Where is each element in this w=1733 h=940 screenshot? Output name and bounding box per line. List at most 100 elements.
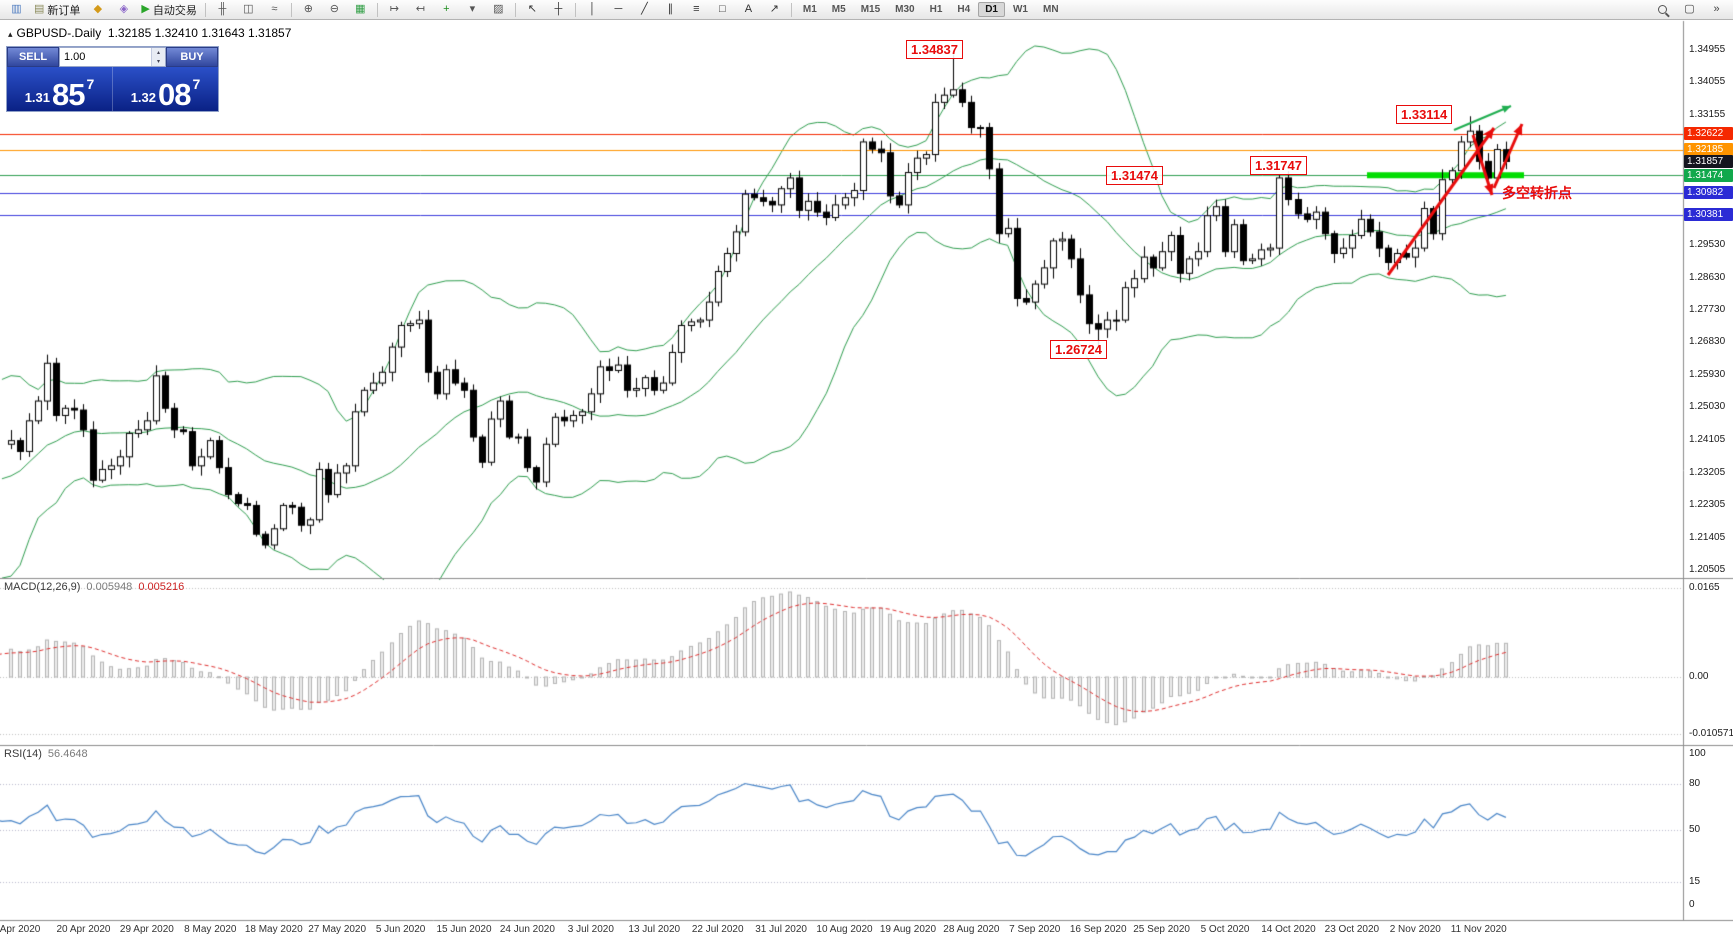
channel-icon: ∥: [667, 3, 674, 15]
window-list-button[interactable]: ▢: [1677, 0, 1702, 19]
timeframe-h4-button[interactable]: H4: [957, 4, 971, 15]
chart-shift-icon: ↤: [415, 3, 425, 15]
collapse-icon[interactable]: ▴: [8, 29, 13, 39]
horizontal-line-button[interactable]: ─: [606, 0, 631, 19]
zoom-in-button[interactable]: ⊕: [296, 0, 321, 19]
timeframe-m5-button[interactable]: M5: [831, 4, 846, 15]
timeframe-m30-button[interactable]: M30: [895, 4, 915, 15]
fibonacci-button[interactable]: ≡: [684, 0, 709, 19]
metaeditor-button[interactable]: ◈: [111, 0, 136, 19]
volume-box: ▴ ▾: [59, 47, 166, 67]
candlestick-mode-icon: ◫: [243, 3, 254, 15]
chart-symbol-label: ▴ GBPUSD-.Daily 1.32185 1.32410 1.31643 1…: [8, 26, 291, 40]
ask-small: 1.32: [130, 90, 157, 105]
timeframe-d1-button[interactable]: D1: [978, 2, 1005, 17]
cursor-button[interactable]: ↖: [520, 0, 545, 19]
periods-dropdown-button[interactable]: ▾: [460, 0, 485, 19]
toolbar-separator: [574, 2, 576, 17]
text-icon: A: [744, 3, 753, 15]
text-button[interactable]: A: [736, 0, 761, 19]
bar-chart-mode-icon: ╫: [218, 3, 227, 15]
timeframe-mn-button[interactable]: MN: [1042, 4, 1059, 15]
volume-up-button[interactable]: ▴: [152, 48, 165, 57]
crosshair-button[interactable]: ┼: [546, 0, 571, 19]
autotrading-button[interactable]: ▶ 自动交易: [137, 0, 200, 19]
buy-button[interactable]: BUY: [166, 47, 218, 67]
zoom-out-button[interactable]: ⊖: [322, 0, 347, 19]
marketwatch-icon: ◆: [93, 3, 103, 15]
ask-big: 08: [158, 76, 191, 112]
volume-input[interactable]: [60, 48, 151, 66]
shapes-icon: □: [719, 3, 726, 15]
arrows-button[interactable]: ↗: [762, 0, 787, 19]
volume-down-button[interactable]: ▾: [152, 57, 165, 66]
trendline-button[interactable]: ╱: [632, 0, 657, 19]
shapes-button[interactable]: □: [710, 0, 735, 19]
zoom-in-icon: ⊕: [303, 3, 313, 15]
toolbar-right-group: ▢»: [1650, 0, 1729, 19]
indicators-icon: +: [443, 3, 450, 15]
bid-sup: 7: [86, 76, 95, 92]
toolbar-separator: [204, 2, 206, 17]
macd-value-main: 0.005948: [86, 581, 133, 593]
toolbar-more-icon: »: [1713, 3, 1720, 15]
auto-scroll-icon: ↦: [389, 3, 399, 15]
auto-scroll-button[interactable]: ↦: [382, 0, 407, 19]
zoom-out-icon: ⊖: [329, 3, 339, 15]
toolbar-separator: [514, 2, 516, 17]
macd-value-signal: 0.005216: [138, 581, 185, 593]
trendline-icon: ╱: [641, 3, 648, 15]
line-chart-mode-button[interactable]: ≈: [262, 0, 287, 19]
metaeditor-icon: ◈: [119, 3, 129, 15]
search-button[interactable]: [1650, 0, 1675, 19]
rsi-name: RSI(14): [4, 748, 42, 760]
channel-button[interactable]: ∥: [658, 0, 683, 19]
sell-button[interactable]: SELL: [7, 47, 59, 67]
new-chart-icon: ▥: [11, 3, 22, 15]
search-icon: [1658, 5, 1667, 14]
new-chart-button[interactable]: ▥: [4, 0, 29, 19]
tile-windows-button[interactable]: ▦: [348, 0, 373, 19]
horizontal-line-icon: ─: [614, 3, 623, 15]
templates-button[interactable]: ▨: [486, 0, 511, 19]
toolbar-separator: [790, 2, 792, 17]
timeframe-m15-button[interactable]: M15: [860, 4, 881, 15]
symbol-ohlc: 1.32185 1.32410 1.31643 1.31857: [107, 26, 292, 40]
new-order-button[interactable]: ▤ 新订单: [30, 0, 84, 19]
toolbar: ▥ ▤ 新订单 ◆ ◈ ▶ 自动交易 ╫ ◫ ≈ ⊕ ⊖ ▦ ↦ ↤ + ▾ ▨ ↖ ┼ │ ─ ╱ ∥ ≡ □ A ↗ M1 M5 M15…: [0, 0, 1733, 20]
ask-price[interactable]: 1.32 08 7: [112, 67, 218, 111]
new-order-button-label: 新订单: [47, 4, 81, 17]
macd-panel-label: MACD(12,26,9) 0.005948 0.005216: [4, 581, 184, 593]
bid-price[interactable]: 1.31 85 7: [7, 67, 112, 111]
ask-sup: 7: [192, 76, 201, 92]
rsi-value: 56.4648: [47, 748, 88, 760]
indicators-button[interactable]: +: [434, 0, 459, 19]
autotrading-button-label: 自动交易: [152, 4, 197, 17]
line-chart-mode-icon: ≈: [271, 3, 278, 15]
chart-shift-button[interactable]: ↤: [408, 0, 433, 19]
volume-stepper: ▴ ▾: [151, 48, 165, 66]
tile-windows-icon: ▦: [355, 3, 366, 15]
timeframe-h1-button[interactable]: H1: [929, 4, 943, 15]
cursor-icon: ↖: [527, 3, 537, 15]
marketwatch-button[interactable]: ◆: [85, 0, 110, 19]
toolbar-more-button[interactable]: »: [1704, 0, 1729, 19]
autotrading-icon: ▶: [141, 3, 150, 15]
macd-name: MACD(12,26,9): [4, 581, 81, 593]
bid-big: 85: [52, 76, 85, 112]
crosshair-icon: ┼: [554, 3, 563, 15]
window-list-icon: ▢: [1684, 3, 1695, 15]
fibonacci-icon: ≡: [693, 3, 700, 15]
symbol-name: GBPUSD-.Daily: [16, 26, 102, 40]
bar-chart-mode-button[interactable]: ╫: [210, 0, 235, 19]
bid-small: 1.31: [24, 90, 51, 105]
templates-icon: ▨: [493, 3, 504, 15]
candlestick-mode-button[interactable]: ◫: [236, 0, 261, 19]
one-click-trading-widget: SELL ▴ ▾ BUY 1.31 85 7 1.32 08 7: [6, 46, 219, 112]
vertical-line-button[interactable]: │: [580, 0, 605, 19]
arrows-icon: ↗: [769, 3, 779, 15]
timeframe-m1-button[interactable]: M1: [802, 4, 817, 15]
timeframe-w1-button[interactable]: W1: [1012, 4, 1028, 15]
